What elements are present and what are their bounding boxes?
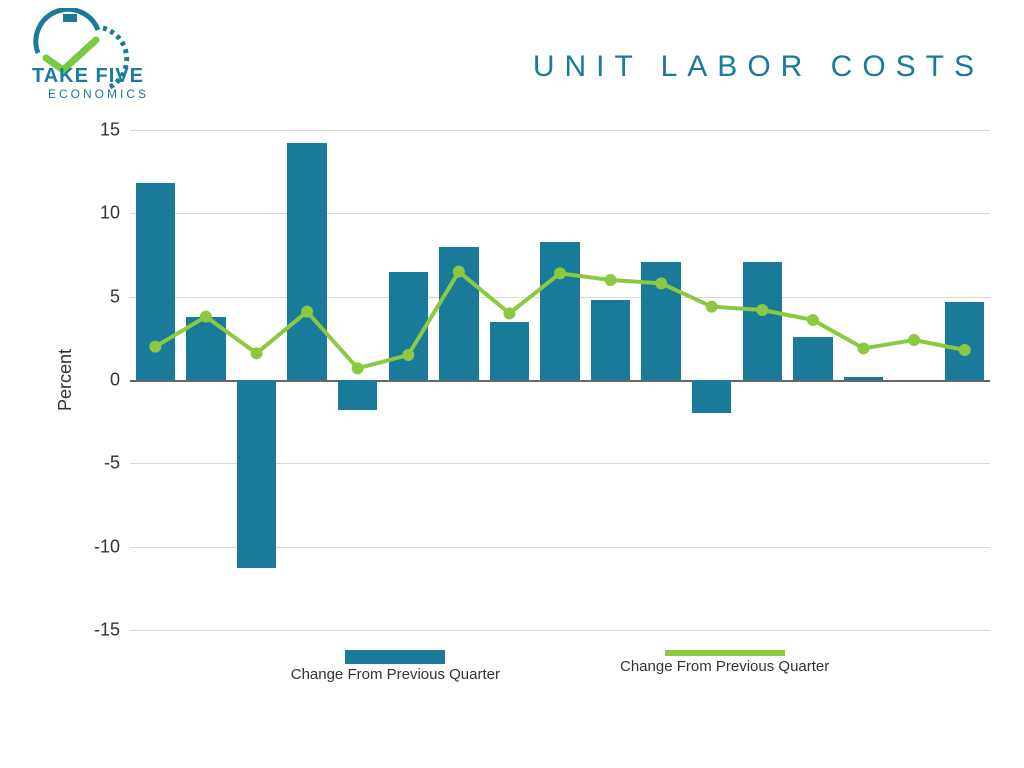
legend-line-label: Change From Previous Quarter (620, 658, 829, 675)
ytick-label: -15 (60, 620, 120, 641)
line-marker (756, 304, 768, 316)
gridline (130, 630, 990, 631)
legend-item-line: Change From Previous Quarter (620, 650, 829, 690)
chart-area: Percent -15-10-5051015 Change From Previ… (50, 130, 990, 690)
ytick-label: -5 (60, 453, 120, 474)
line-marker (605, 274, 617, 286)
brand-logo: TAKE FIVE ECONOMICS (8, 8, 188, 108)
logo-svg: TAKE FIVE ECONOMICS (8, 8, 188, 108)
line-marker (655, 277, 667, 289)
line-marker (959, 344, 971, 356)
legend: Change From Previous Quarter Change From… (130, 650, 990, 690)
ytick-label: 0 (60, 370, 120, 391)
logo-text-bottom: ECONOMICS (48, 87, 149, 101)
line-marker (149, 341, 161, 353)
line-marker (250, 347, 262, 359)
legend-item-bar: Change From Previous Quarter (291, 650, 500, 690)
plot-region (130, 130, 990, 630)
line-marker (402, 349, 414, 361)
line-marker (908, 334, 920, 346)
line-marker (706, 301, 718, 313)
logo-text-top: TAKE FIVE (32, 65, 144, 87)
line-marker (554, 267, 566, 279)
line-marker (301, 306, 313, 318)
line-marker (200, 311, 212, 323)
legend-bar-label: Change From Previous Quarter (291, 666, 500, 683)
line-marker (858, 342, 870, 354)
legend-bar-swatch (345, 650, 445, 664)
line-marker (352, 362, 364, 374)
chart-title: UNIT LABOR COSTS (533, 50, 984, 84)
ytick-label: -10 (60, 536, 120, 557)
line-marker (807, 314, 819, 326)
legend-line-swatch (665, 650, 785, 656)
ytick-label: 15 (60, 120, 120, 141)
line-series (130, 130, 990, 630)
line-marker (453, 266, 465, 278)
ytick-label: 5 (60, 286, 120, 307)
line-marker (503, 307, 515, 319)
ytick-label: 10 (60, 203, 120, 224)
